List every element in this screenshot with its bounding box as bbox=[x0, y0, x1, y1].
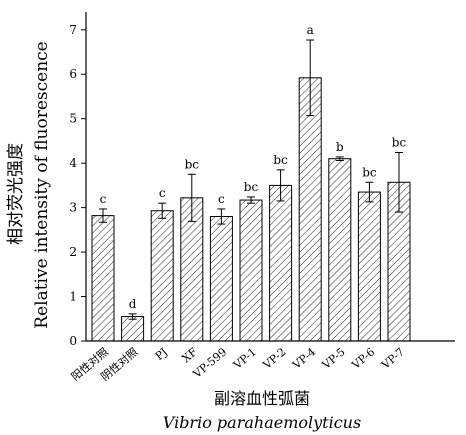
significance-letter: bc bbox=[185, 157, 200, 171]
y-tick-label: 7 bbox=[69, 23, 77, 37]
y-tick-label: 3 bbox=[69, 201, 77, 215]
y-tick-label: 5 bbox=[69, 112, 77, 126]
bar bbox=[150, 210, 174, 342]
bar bbox=[121, 316, 145, 342]
significance-letter: bc bbox=[362, 165, 377, 179]
error-bar bbox=[158, 202, 167, 219]
error-bar bbox=[276, 169, 285, 202]
x-axis-label-english: Vibrio parahaemolyticus bbox=[163, 413, 361, 432]
y-tick-label: 6 bbox=[69, 67, 77, 81]
error-bar bbox=[187, 173, 196, 222]
bars bbox=[91, 77, 411, 342]
y-tick-label: 1 bbox=[69, 290, 77, 304]
error-bars bbox=[99, 39, 403, 320]
error-bar bbox=[365, 181, 374, 203]
y-axis-label-english: Relative intensity of fluorescence bbox=[32, 41, 52, 328]
y-axis-label: 相对荧光强度 Relative intensity of fluorescenc… bbox=[6, 41, 52, 328]
bar bbox=[298, 77, 322, 342]
y-ticks: 0 1 2 3 4 5 6 7 bbox=[69, 23, 86, 348]
x-tick-label: VP-4 bbox=[289, 345, 318, 372]
x-tick-label: XF bbox=[180, 345, 200, 365]
significance-letter: c bbox=[159, 186, 166, 200]
x-axis-label-chinese: 副溶血性弧菌 bbox=[214, 389, 310, 408]
error-bar bbox=[395, 151, 403, 213]
bar bbox=[239, 199, 263, 342]
x-tick-label: VP-2 bbox=[260, 345, 289, 372]
error-bar bbox=[99, 208, 107, 223]
x-axis-label: 副溶血性弧菌 Vibrio parahaemolyticus bbox=[163, 389, 361, 432]
significance-letter: bc bbox=[392, 135, 407, 149]
significance-letter: c bbox=[100, 192, 107, 206]
error-bar bbox=[306, 39, 315, 117]
error-bar bbox=[247, 196, 255, 204]
error-bar bbox=[128, 313, 137, 320]
error-bar bbox=[217, 208, 226, 225]
significance-letter: bc bbox=[244, 180, 259, 194]
bar bbox=[269, 184, 293, 342]
y-tick-label: 4 bbox=[69, 156, 77, 170]
significance-letter: bc bbox=[273, 153, 288, 167]
bar bbox=[91, 215, 115, 342]
x-tick-label: VP-5 bbox=[319, 345, 348, 372]
y-tick-label: 0 bbox=[69, 334, 77, 348]
error-bar bbox=[335, 156, 344, 161]
significance-letter: a bbox=[307, 23, 314, 37]
y-axis-label-chinese: 相对荧光强度 bbox=[6, 143, 26, 245]
y-tick-label: 2 bbox=[69, 245, 77, 259]
significance-letter: b bbox=[336, 140, 344, 154]
bar bbox=[357, 191, 381, 342]
x-tick-label: PJ bbox=[153, 345, 170, 363]
bar bbox=[209, 216, 233, 342]
x-tick-label: VP-6 bbox=[349, 345, 378, 372]
x-tick-label: VP-7 bbox=[378, 345, 407, 372]
bar bbox=[328, 158, 352, 342]
significance-letter: d bbox=[129, 297, 137, 311]
x-tick-label: VP-1 bbox=[230, 345, 259, 372]
significance-letter: c bbox=[218, 192, 225, 206]
